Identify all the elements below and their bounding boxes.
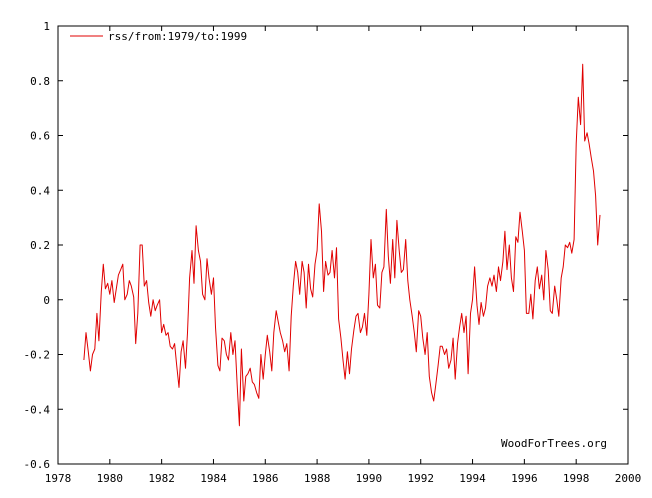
x-tick-label: 1992 [407, 472, 434, 485]
x-tick-label: 1982 [148, 472, 175, 485]
x-tick-label: 1994 [459, 472, 486, 485]
legend-label: rss/from:1979/to:1999 [108, 30, 247, 43]
x-tick-label: 1984 [200, 472, 227, 485]
series-line [83, 63, 601, 427]
x-tick-label: 1998 [563, 472, 590, 485]
y-tick-label: -0.4 [24, 403, 51, 416]
x-tick-label: 2000 [615, 472, 642, 485]
y-tick-label: -0.2 [24, 349, 51, 362]
plot-frame [57, 25, 629, 465]
legend: rss/from:1979/to:1999 [70, 30, 247, 43]
credit-watermark: WoodForTrees.org [501, 437, 607, 450]
x-tick-label: 1978 [45, 472, 72, 485]
y-tick-label: 0.8 [30, 75, 50, 88]
x-tick-label: 1996 [511, 472, 538, 485]
x-axis-ticks: 1978 1980 1982 1984 1986 1988 1990 1992 1994 1996… [45, 26, 642, 485]
y-tick-label: -0.6 [24, 458, 51, 471]
x-tick-label: 1980 [97, 472, 124, 485]
y-tick-label: 1 [43, 20, 50, 33]
series-layer [83, 63, 601, 427]
y-axis-ticks: -0.6 -0.4 -0.2 0 0.2 0.4 0.6 0.8 1 [24, 20, 628, 471]
y-tick-label: 0.6 [30, 130, 50, 143]
y-tick-label: 0 [43, 294, 50, 307]
x-tick-label: 1990 [356, 472, 383, 485]
x-tick-label: 1988 [304, 472, 331, 485]
y-tick-label: 0.2 [30, 239, 50, 252]
x-tick-label: 1986 [252, 472, 279, 485]
y-tick-label: 0.4 [30, 184, 50, 197]
